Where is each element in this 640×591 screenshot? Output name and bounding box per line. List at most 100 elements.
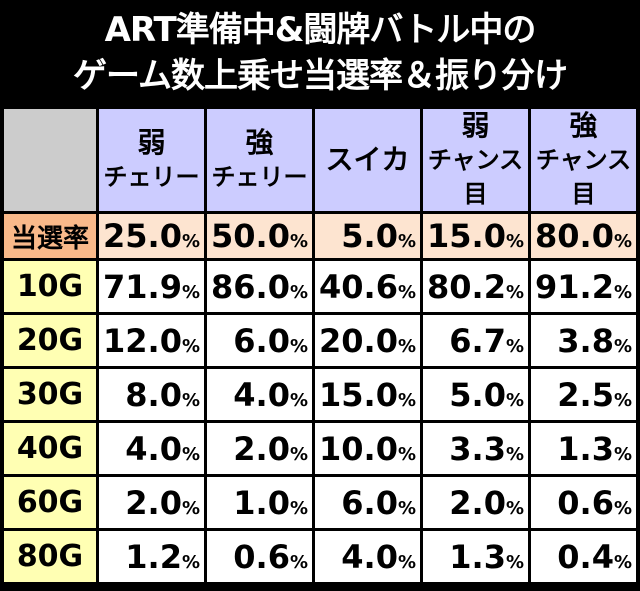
header-row: 弱チェリー強チェリー スイカ弱チャンス目強チャンス目 (1, 106, 639, 214)
unit: % (505, 551, 524, 573)
unit: % (397, 551, 416, 573)
value-cell: 4.0% (96, 420, 207, 477)
header-line: スイカ (325, 143, 410, 176)
unit: % (505, 231, 524, 252)
table-row: 40G 4.0% 2.0% 10.0% 3.3% 1.3% (1, 420, 639, 477)
value-cell: 6.0% (204, 312, 315, 369)
unit: % (505, 389, 524, 411)
value-cell: 1.3% (420, 528, 531, 585)
table-row: 20G 12.0% 6.0% 20.0% 6.7% 3.8% (1, 312, 639, 369)
value: 2.0 (125, 483, 182, 522)
value: 6.0 (341, 483, 398, 522)
unit: % (289, 443, 308, 465)
unit: % (181, 497, 200, 519)
column-header: 強チェリー (204, 106, 315, 214)
value: 0.4 (557, 537, 614, 576)
value: 2.5 (557, 375, 614, 414)
value-cell: 2.0% (96, 474, 207, 531)
value-cell: 50.0% (204, 211, 315, 261)
value: 15.0 (427, 217, 506, 255)
value-cell: 15.0% (312, 366, 423, 423)
column-header: 弱チェリー (96, 106, 207, 214)
value: 0.6 (557, 483, 614, 522)
title-line: ART準備中&闘牌バトル中の (104, 10, 537, 50)
value: 6.7 (449, 321, 506, 360)
value: 2.0 (449, 483, 506, 522)
header-line: 強 (245, 126, 274, 159)
value: 1.3 (449, 537, 506, 576)
value-cell: 86.0% (204, 258, 315, 315)
unit: % (505, 281, 524, 303)
row-label: 60G (1, 474, 99, 531)
header-line: チャンス目 (427, 146, 524, 208)
header-line: チャンス目 (535, 146, 632, 208)
unit: % (613, 443, 632, 465)
value: 91.2 (535, 267, 614, 306)
value-cell: 0.6% (204, 528, 315, 585)
header-line: チェリー (211, 163, 308, 191)
unit: % (613, 551, 632, 573)
value: 1.0 (233, 483, 290, 522)
value-cell: 5.0% (312, 211, 423, 261)
unit: % (289, 497, 308, 519)
value: 6.0 (233, 321, 290, 360)
value-cell: 40.6% (312, 258, 423, 315)
value: 8.0 (125, 375, 182, 414)
value-cell: 6.7% (420, 312, 531, 369)
unit: % (505, 497, 524, 519)
header-line: 弱 (461, 109, 490, 142)
value: 4.0 (341, 537, 398, 576)
value-cell: 5.0% (420, 366, 531, 423)
row-label: 80G (1, 528, 99, 585)
value: 80.0 (535, 217, 614, 255)
unit: % (397, 443, 416, 465)
row-label: 20G (1, 312, 99, 369)
value: 3.3 (449, 429, 506, 468)
value: 15.0 (319, 375, 398, 414)
value-cell: 20.0% (312, 312, 423, 369)
table-row: 80G 1.2% 0.6% 4.0% 1.3% 0.4% (1, 528, 639, 585)
value-cell: 15.0% (420, 211, 531, 261)
value: 12.0 (103, 321, 182, 360)
header-line: 強 (569, 109, 598, 142)
unit: % (505, 335, 524, 357)
value-cell: 3.8% (528, 312, 639, 369)
title-line: ゲーム数上乗せ当選率＆振り分け (73, 56, 568, 96)
value: 20.0 (319, 321, 398, 360)
value-cell: 10.0% (312, 420, 423, 477)
unit: % (613, 281, 632, 303)
value-cell: 80.2% (420, 258, 531, 315)
unit: % (613, 335, 632, 357)
unit: % (181, 281, 200, 303)
unit: % (613, 231, 632, 252)
table-row: 当選率 25.0% 50.0% 5.0% 15.0% 80.0% (1, 211, 639, 261)
unit: % (613, 389, 632, 411)
value: 1.2 (125, 537, 182, 576)
value-cell: 4.0% (204, 366, 315, 423)
unit: % (613, 497, 632, 519)
table-row: 60G 2.0% 1.0% 6.0% 2.0% 0.6% (1, 474, 639, 531)
value: 80.2 (427, 267, 506, 306)
column-header: スイカ (312, 106, 423, 214)
value-cell: 8.0% (96, 366, 207, 423)
header-line: 弱 (137, 126, 166, 159)
table: 弱チェリー強チェリー スイカ弱チャンス目強チャンス目 当選率 25.0% 50.0% 5.… (1, 106, 639, 585)
value: 0.6 (233, 537, 290, 576)
unit: % (397, 335, 416, 357)
value-cell: 6.0% (312, 474, 423, 531)
unit: % (289, 389, 308, 411)
unit: % (181, 443, 200, 465)
value: 86.0 (211, 267, 290, 306)
value-cell: 91.2% (528, 258, 639, 315)
value: 4.0 (233, 375, 290, 414)
unit: % (397, 231, 416, 252)
value-cell: 12.0% (96, 312, 207, 369)
value-cell: 4.0% (312, 528, 423, 585)
value-cell: 3.3% (420, 420, 531, 477)
table-row: 10G 71.9% 86.0% 40.6% 80.2% 91.2% (1, 258, 639, 315)
unit: % (289, 281, 308, 303)
value: 5.0 (341, 217, 398, 255)
value: 4.0 (125, 429, 182, 468)
value-cell: 1.0% (204, 474, 315, 531)
